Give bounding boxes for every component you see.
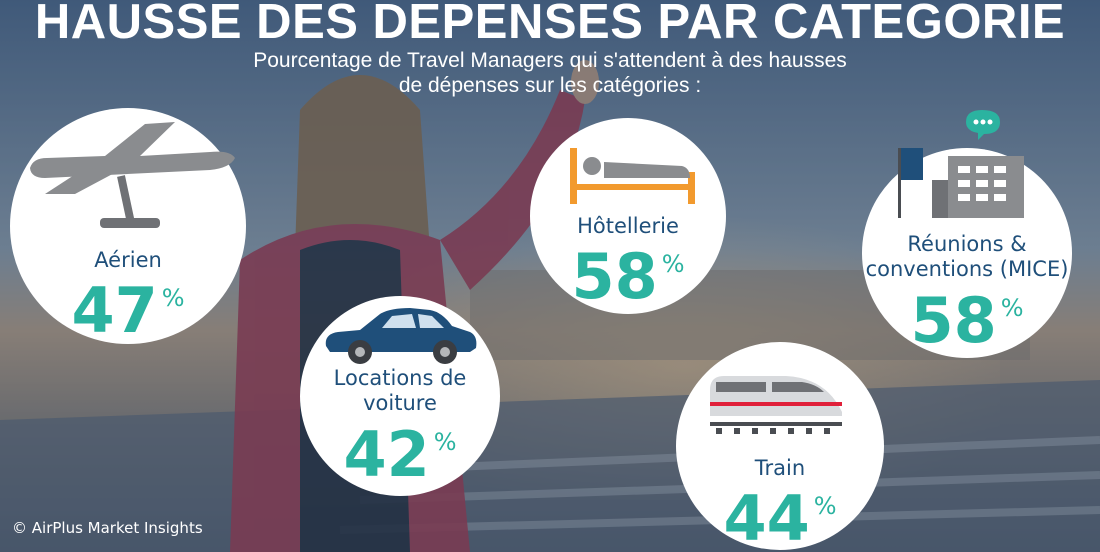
category-card-hotellerie: Hôtellerie 58%	[530, 118, 726, 314]
category-label-voiture: Locations de voiture	[300, 366, 500, 416]
percent-unit: %	[1000, 294, 1024, 322]
subtitle-line-2: de dépenses sur les catégories :	[398, 74, 702, 97]
percent-unit: %	[813, 492, 837, 520]
subtitle-line-1: Pourcentage de Travel Managers qui s'att…	[253, 49, 847, 72]
category-percent-aerien: 47%	[10, 280, 246, 342]
airplane-icon	[30, 122, 235, 228]
page-title: HAUSSE DES DEPENSES PAR CATEGORIE	[34, 0, 1066, 49]
category-label-line-1: Locations de	[333, 366, 467, 390]
category-label-line-2: conventions (MICE)	[865, 257, 1069, 281]
meeting-building-icon	[898, 110, 1024, 218]
category-percent-voiture: 42%	[300, 424, 500, 486]
category-card-train: Train 44%	[676, 342, 884, 550]
category-percent-train: 44%	[676, 488, 884, 550]
percent-value: 58	[910, 284, 997, 357]
percent-unit: %	[661, 250, 685, 278]
percent-unit: %	[433, 428, 457, 456]
percent-value: 42	[343, 418, 430, 491]
category-label-train: Train	[754, 456, 806, 480]
percent-value: 58	[571, 240, 658, 313]
car-icon	[325, 308, 477, 364]
train-icon	[710, 376, 842, 434]
percent-value: 47	[71, 274, 158, 347]
category-card-aerien: Aérien 47%	[10, 108, 246, 344]
category-percent-hotellerie: 58%	[530, 246, 726, 308]
category-label-line-1: Réunions &	[907, 232, 1027, 256]
percent-unit: %	[161, 284, 185, 312]
category-card-mice: Réunions & conventions (MICE) 58%	[862, 110, 1072, 358]
category-card-voiture: Locations de voiture 42%	[300, 296, 500, 496]
percent-value: 44	[723, 482, 810, 552]
category-label-aerien: Aérien	[94, 248, 162, 272]
subtitle: Pourcentage de Travel Managers qui s'att…	[160, 48, 940, 98]
category-label-hotellerie: Hôtellerie	[577, 214, 679, 238]
category-label-line-2: voiture	[363, 391, 437, 415]
copyright-notice: © AirPlus Market Insights	[12, 519, 203, 537]
bed-icon	[570, 148, 695, 204]
category-percent-mice: 58%	[862, 290, 1072, 352]
category-label-mice: Réunions & conventions (MICE)	[862, 232, 1072, 282]
